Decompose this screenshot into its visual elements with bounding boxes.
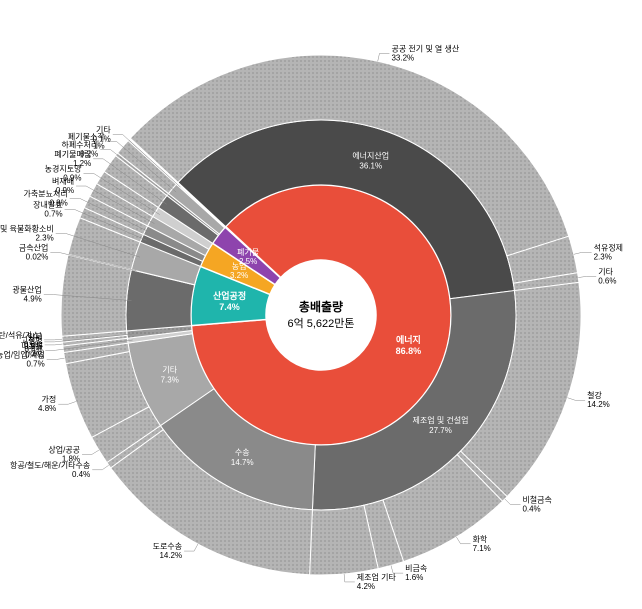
ring1-pct: 7.4% — [219, 302, 240, 312]
leader-line — [505, 499, 521, 505]
outer-pct: 0.02% — [26, 253, 49, 262]
outer-label: 탈루 — [28, 332, 43, 342]
outer-label: 비금속 — [405, 564, 427, 573]
center-label: 총배출량 6억 5,622만톤 — [287, 299, 354, 330]
ring1-pct: 2.5% — [239, 257, 257, 266]
leader-line — [574, 252, 592, 254]
outer-pct: 4.8% — [38, 404, 56, 413]
ring2-label: 제조업 및 건설업 — [413, 415, 469, 425]
leader-line — [58, 402, 76, 405]
leader-line — [578, 276, 596, 277]
outer-pct: 2.3% — [35, 233, 53, 242]
outer-label: 기타 — [96, 126, 111, 135]
outer-label: 석유정제 — [594, 242, 623, 252]
outer-pct: 4.2% — [357, 582, 375, 591]
leader-line — [344, 574, 355, 582]
ring2-pct: 7.3% — [161, 375, 179, 384]
outer-pct: 0.9% — [63, 173, 81, 182]
outer-pct: 0.7% — [44, 210, 62, 219]
outer-label: 제조업 기타 — [357, 573, 397, 582]
leader-line — [92, 465, 109, 470]
outer-pct: 1.8% — [62, 454, 80, 463]
outer-pct: 0.7% — [26, 359, 44, 368]
outer-pct: 33.2% — [391, 53, 414, 62]
outer-label: 기타 — [598, 267, 613, 276]
leader-line — [44, 339, 62, 340]
leader-line — [82, 450, 99, 454]
leader-line — [47, 358, 65, 359]
outer-label: 철강 — [587, 390, 602, 400]
outer-pct: 1.2% — [73, 159, 91, 168]
ring-middle — [126, 120, 516, 510]
outer-pct: 0.6% — [598, 276, 616, 285]
ring1-label: 산업공정 — [213, 290, 246, 301]
outer-pct: 0.1% — [93, 135, 111, 144]
outer-pct: 2.3% — [594, 252, 612, 261]
ring2-pct: 27.7% — [429, 426, 452, 435]
ring1-pct: 86.8% — [396, 346, 422, 356]
outer-pct: 0.4% — [72, 470, 90, 479]
emissions-chart: 에너지86.8%산업공정7.4%농업3.2%폐기물2.5%에너지산업36.1%제… — [0, 0, 642, 609]
outer-label: 할로카본 및 육불화황소비 — [0, 223, 54, 233]
outer-label: 금속산업 — [19, 243, 48, 253]
ring2-pct: 14.7% — [231, 458, 254, 467]
outer-pct: 0.6% — [24, 342, 42, 351]
outer-label: 화학 — [473, 534, 488, 544]
outer-pct: 0.4% — [25, 350, 43, 359]
outer-label: 비철금속 — [522, 495, 551, 505]
ring1-label: 에너지 — [396, 334, 421, 345]
outer-pct: 7.1% — [473, 544, 491, 553]
ring2-pct: 36.1% — [359, 161, 382, 170]
outer-pct: 0.8% — [49, 198, 67, 207]
outer-pct: 4.9% — [24, 295, 42, 304]
outer-label: 도로수송 — [153, 542, 182, 551]
outer-pct: 1.6% — [405, 573, 423, 582]
outer-pct: 14.2% — [587, 400, 610, 409]
leader-line — [456, 537, 470, 544]
outer-label: 광물산업 — [12, 285, 41, 295]
leader-line — [567, 398, 585, 401]
outer-pct: 0.9% — [56, 186, 74, 195]
outer-label: 가정 — [42, 394, 57, 404]
ring-inner — [191, 185, 451, 445]
outer-pct: 0.4% — [522, 505, 540, 514]
ring2-label: 에너지산업 — [352, 150, 389, 160]
outer-label: 상업/공공 — [48, 444, 80, 454]
ring1-label: 폐기물 — [237, 247, 259, 257]
ring2-label: 수송 — [235, 448, 250, 457]
leader-line — [184, 544, 198, 551]
outer-pct: 14.2% — [159, 551, 182, 560]
ring1-pct: 3.2% — [230, 271, 248, 280]
outer-label: 공공 전기 및 열 생산 — [391, 43, 459, 53]
center-title: 총배출량 — [299, 299, 343, 314]
outer-pct: 0.2% — [80, 149, 98, 158]
ring2-label: 기타 — [162, 365, 177, 374]
center-sub: 6억 5,622만톤 — [287, 317, 354, 330]
leader-line — [378, 53, 390, 61]
leader-line — [45, 344, 63, 345]
